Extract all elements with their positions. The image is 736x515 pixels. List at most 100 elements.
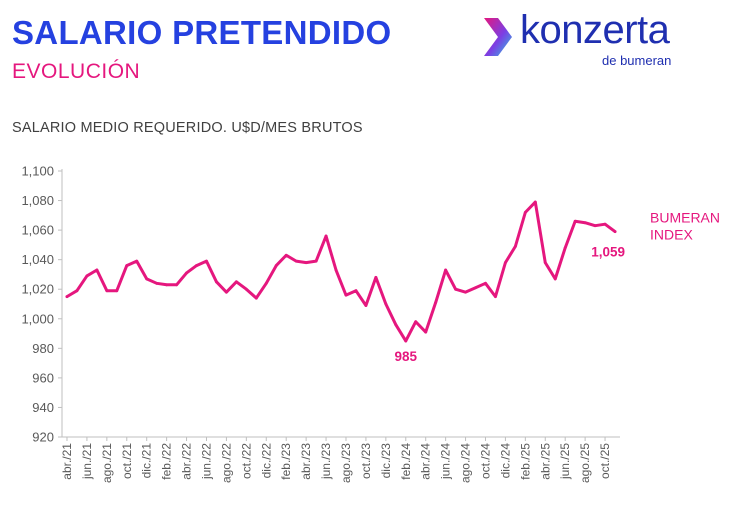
data-point bbox=[394, 323, 398, 327]
data-point bbox=[533, 200, 537, 204]
data-point bbox=[185, 271, 188, 275]
data-point bbox=[573, 219, 577, 223]
data-point bbox=[244, 287, 248, 291]
x-tick-label: oct./21 bbox=[120, 443, 134, 479]
data-point bbox=[314, 259, 318, 263]
y-tick-label: 1,080 bbox=[21, 193, 54, 208]
data-point bbox=[603, 222, 607, 226]
x-tick-label: jun./24 bbox=[439, 443, 453, 480]
x-tick-label: feb./22 bbox=[160, 443, 174, 480]
logo-subtext: de bumeran bbox=[602, 53, 672, 68]
y-tick-label: 1,040 bbox=[21, 252, 54, 267]
x-tick-label: feb./25 bbox=[518, 443, 532, 480]
konzerta-logo: konzerta de bumeran bbox=[478, 8, 698, 74]
x-tick-label: abr./21 bbox=[60, 443, 74, 480]
x-tick-label: abr./24 bbox=[419, 443, 433, 480]
page-title: SALARIO PRETENDIDO bbox=[12, 14, 392, 51]
data-point bbox=[234, 280, 238, 284]
x-tick-label: dic./23 bbox=[379, 443, 393, 479]
data-point bbox=[284, 253, 288, 257]
x-tick-label: oct./24 bbox=[478, 443, 492, 479]
x-tick-label: jun./21 bbox=[80, 443, 94, 480]
data-point bbox=[145, 277, 149, 281]
logo-wordmark: konzerta bbox=[520, 8, 670, 52]
x-tick-label: ago./24 bbox=[459, 443, 473, 483]
data-point bbox=[464, 290, 467, 294]
data-point bbox=[523, 210, 527, 214]
data-point bbox=[105, 289, 109, 293]
data-point bbox=[553, 277, 557, 281]
data-point bbox=[424, 330, 428, 334]
data-point bbox=[344, 293, 348, 297]
data-point bbox=[294, 259, 298, 263]
x-tick-label: feb./23 bbox=[279, 443, 293, 480]
x-tick-label: abr./23 bbox=[299, 443, 313, 480]
data-point bbox=[513, 244, 517, 248]
data-point bbox=[304, 261, 308, 265]
x-tick-label: ago./23 bbox=[339, 443, 353, 483]
y-tick-label: 1,020 bbox=[21, 282, 54, 297]
data-point bbox=[364, 304, 368, 307]
x-tick-label: jun./23 bbox=[319, 443, 333, 480]
data-point bbox=[414, 320, 418, 324]
y-tick-label: 1,100 bbox=[21, 164, 54, 179]
data-point bbox=[215, 280, 218, 284]
data-point bbox=[205, 259, 208, 263]
x-tick-label: jun./22 bbox=[199, 443, 213, 480]
data-point bbox=[404, 339, 408, 343]
x-tick-label: feb./24 bbox=[399, 443, 413, 480]
chart-title: SALARIO MEDIO REQUERIDO. U$D/MES BRUTOS bbox=[12, 120, 363, 136]
data-point bbox=[374, 276, 378, 279]
data-point bbox=[384, 302, 388, 306]
x-tick-label: oct./22 bbox=[239, 443, 253, 479]
data-point bbox=[125, 264, 129, 267]
x-tick-label: oct./23 bbox=[359, 443, 373, 479]
series-label: INDEX bbox=[650, 227, 693, 243]
data-point bbox=[454, 287, 457, 291]
data-point bbox=[85, 274, 89, 278]
x-tick-label: ago./22 bbox=[219, 443, 233, 483]
x-tick-label: dic./24 bbox=[498, 443, 512, 479]
x-tick-label: ago./25 bbox=[578, 443, 592, 483]
data-point bbox=[225, 290, 228, 294]
data-point bbox=[583, 221, 587, 225]
y-tick-label: 980 bbox=[32, 341, 54, 356]
x-tick-label: abr./22 bbox=[180, 443, 194, 480]
data-point bbox=[474, 286, 477, 290]
data-point bbox=[543, 261, 547, 265]
data-point bbox=[254, 296, 258, 300]
x-tick-label: oct./25 bbox=[598, 443, 612, 479]
x-tick-label: dic./21 bbox=[140, 443, 154, 479]
data-point bbox=[175, 283, 178, 287]
series-label: BUMERAN bbox=[650, 210, 720, 226]
data-point bbox=[494, 295, 497, 299]
y-tick-label: 1,060 bbox=[21, 223, 54, 238]
data-point bbox=[95, 268, 99, 272]
data-point bbox=[274, 264, 278, 267]
y-tick-label: 1,000 bbox=[21, 311, 54, 326]
data-point bbox=[563, 246, 567, 250]
data-label: 1,059 bbox=[591, 245, 625, 260]
y-tick-label: 940 bbox=[32, 400, 54, 415]
data-point bbox=[135, 259, 139, 263]
series-line-bumeran-index bbox=[65, 200, 617, 343]
data-point bbox=[155, 281, 159, 285]
data-point bbox=[65, 295, 69, 299]
data-point bbox=[195, 264, 198, 267]
data-point bbox=[334, 268, 338, 272]
x-tick-label: ago./21 bbox=[100, 443, 114, 483]
data-point bbox=[324, 234, 328, 238]
page-subtitle: EVOLUCIÓN bbox=[12, 60, 141, 83]
data-point bbox=[613, 230, 617, 233]
data-point bbox=[593, 224, 597, 228]
data-point bbox=[434, 301, 438, 304]
x-tick-label: dic./22 bbox=[259, 443, 273, 479]
data-point bbox=[75, 289, 79, 293]
data-point bbox=[504, 261, 507, 265]
data-point bbox=[165, 283, 169, 287]
x-tick-label: jun./25 bbox=[558, 443, 572, 480]
data-point bbox=[354, 289, 358, 293]
data-point bbox=[115, 289, 119, 293]
data-label: 985 bbox=[395, 349, 418, 364]
x-tick-label: abr./25 bbox=[538, 443, 552, 480]
